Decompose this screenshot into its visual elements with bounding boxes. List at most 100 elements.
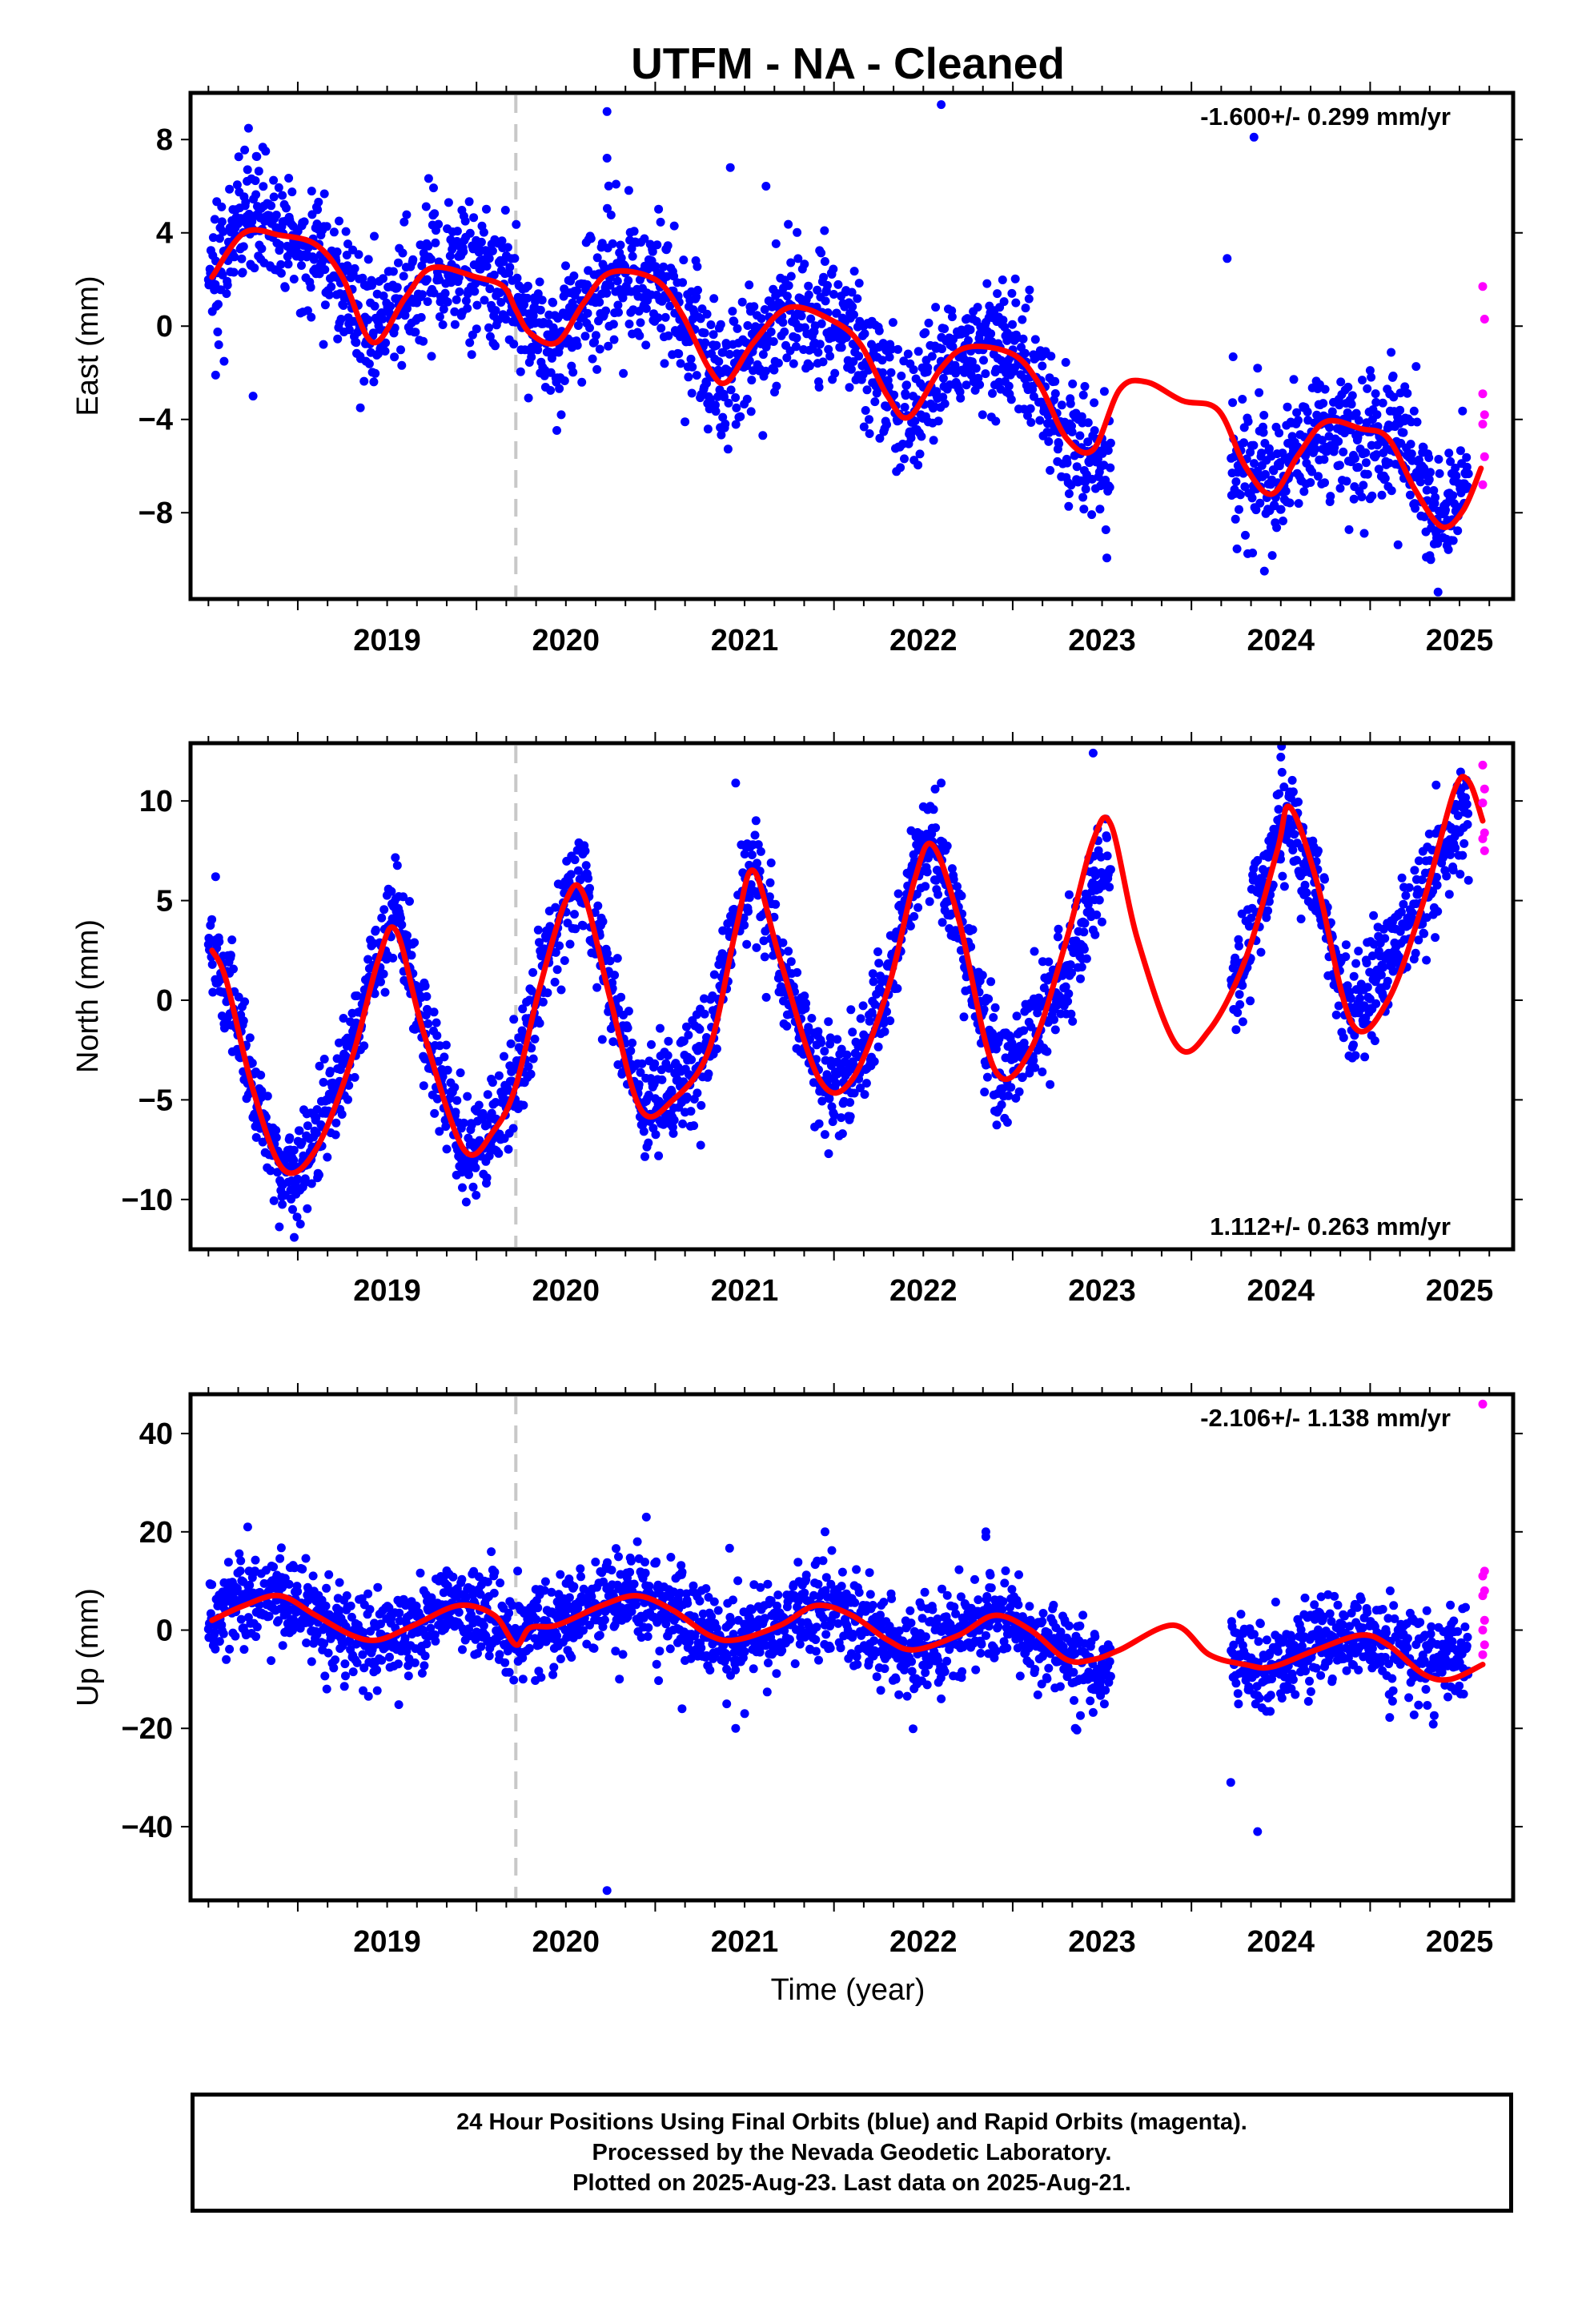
east-final-orbit-point [1326,492,1335,501]
east-final-orbit-point [297,261,306,270]
east-final-orbit-point [1064,501,1074,511]
east-final-orbit-point [742,394,752,404]
east-final-orbit-point [546,386,556,395]
north-final-orbit-point [234,992,243,1002]
east-final-orbit-point [388,267,398,276]
north-final-orbit-point [986,977,996,987]
east-final-orbit-point [488,246,497,255]
east-final-orbit-point [830,368,840,378]
east-final-orbit-point [1334,436,1343,446]
north-final-orbit-point [1064,989,1074,999]
east-final-orbit-point [535,277,544,287]
north-final-orbit-point [458,1183,467,1192]
east-final-orbit-point [243,123,253,133]
east-final-orbit-point [927,352,937,361]
east-outlier-point [602,107,612,116]
north-final-orbit-point [1302,888,1311,898]
north-final-orbit-point [1007,1038,1017,1047]
east-final-orbit-point [747,376,757,385]
east-final-orbit-point [443,297,452,307]
east-final-orbit-point [531,297,540,307]
north-final-orbit-point [829,1111,839,1120]
east-final-orbit-point [772,381,781,391]
east-final-orbit-point [369,377,379,387]
up-final-orbit-point [308,1571,318,1581]
north-model-curve [209,774,1486,1176]
north-final-orbit-point [697,1100,706,1110]
east-final-orbit-point [1448,491,1458,501]
north-final-orbit-point [1458,850,1468,860]
east-final-orbit-point [424,174,433,183]
east-final-orbit-point [1426,468,1435,477]
east-xtick-label: 2021 [711,624,779,657]
east-final-orbit-point [444,198,453,207]
north-final-orbit-point [913,903,923,912]
east-final-orbit-point [572,340,582,350]
east-final-orbit-point [479,227,488,237]
north-final-orbit-point [992,1120,1002,1130]
north-final-orbit-point [240,997,250,1007]
north-final-orbit-point [1090,930,1100,939]
east-final-orbit-point [459,247,468,256]
east-final-orbit-point [450,320,460,329]
north-final-orbit-point [868,969,877,979]
east-final-orbit-point [379,274,387,283]
east-final-orbit-point [656,217,665,227]
north-final-orbit-point [704,1069,713,1079]
north-final-orbit-point [1461,793,1470,802]
north-final-orbit-point [1011,1093,1021,1103]
east-final-orbit-point [223,280,232,290]
up-final-orbit-point [251,1555,260,1565]
north-final-orbit-point [756,846,765,856]
east-final-orbit-point [523,293,532,303]
north-final-orbit-point [654,1151,664,1160]
up-final-orbit-point [335,1606,343,1615]
east-final-orbit-point [1443,545,1453,554]
north-final-orbit-point [226,951,235,960]
east-final-orbit-point [1367,372,1376,382]
east-final-orbit-point [1388,372,1398,380]
north-final-orbit-point [682,1022,691,1031]
east-final-orbit-point [1283,402,1292,412]
east-final-orbit-point [269,175,279,185]
up-final-orbit-point [359,1686,367,1695]
east-final-orbit-point [1363,384,1372,393]
north-final-orbit-point [581,861,591,870]
east-final-orbit-point [849,310,858,320]
north-final-orbit-point [474,1100,484,1110]
north-final-orbit-point [391,853,400,862]
north-final-orbit-point [667,1087,677,1096]
north-final-orbit-point [817,1038,826,1047]
east-final-orbit-point [1412,417,1422,427]
north-final-orbit-point [651,1130,661,1140]
north-final-orbit-point [1432,880,1442,890]
east-final-orbit-point [1026,418,1036,427]
north-final-orbit-point [1341,952,1351,962]
up-final-orbit-point [363,1589,373,1598]
east-final-orbit-point [1081,485,1090,494]
east-final-orbit-point [1095,505,1105,514]
north-final-orbit-point [644,1090,653,1100]
north-final-orbit-point [1061,982,1070,991]
east-final-orbit-point [853,294,862,304]
north-final-orbit-point [656,1023,665,1033]
east-final-orbit-point [616,253,626,263]
east-final-orbit-point [789,359,798,368]
east-rapid-orbit-point [1480,410,1489,420]
east-final-orbit-point [1372,410,1382,420]
north-final-orbit-point [837,1113,846,1123]
east-final-orbit-point [948,342,958,352]
east-final-orbit-point [1249,440,1259,450]
north-final-orbit-point [344,1080,354,1090]
north-final-orbit-point [1094,895,1104,905]
east-final-orbit-point [1358,376,1367,385]
north-final-orbit-point [311,1113,321,1123]
north-final-orbit-point [909,911,919,921]
east-final-orbit-point [878,339,888,348]
north-final-orbit-point [424,1019,433,1028]
north-final-orbit-point [623,1023,632,1033]
east-final-orbit-point [760,305,769,314]
north-final-orbit-point [1050,1025,1060,1035]
